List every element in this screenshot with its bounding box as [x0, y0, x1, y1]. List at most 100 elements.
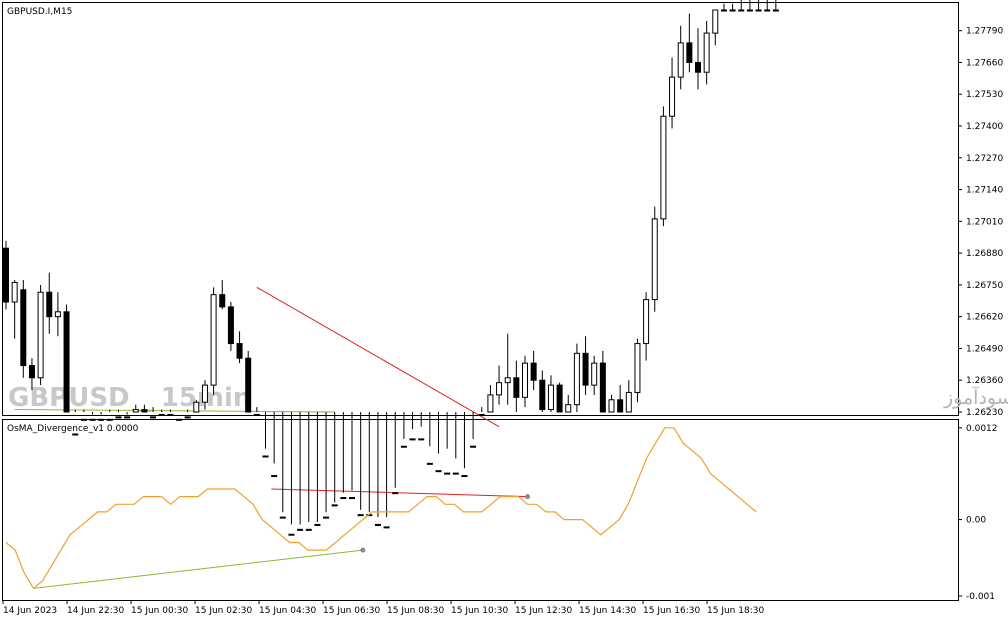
candle [383, 412, 390, 529]
candle [729, 3, 736, 12]
bullish-divergence-point [360, 547, 366, 553]
osma-tick-label: 0.00 [966, 516, 986, 526]
candle [374, 412, 381, 526]
candle [288, 412, 295, 536]
price-tick-label: 1.26880 [966, 249, 1003, 259]
candle [80, 409, 87, 421]
candle [262, 412, 269, 458]
price-tick-label: 1.27530 [966, 90, 1003, 100]
candle [279, 412, 286, 519]
candle [530, 350, 537, 390]
osma-tick-label: -0.001 [966, 592, 995, 602]
candle [487, 385, 494, 413]
bearish-divergence-point [525, 494, 531, 500]
osma-indicator [5, 427, 757, 590]
price-tick-label: 1.27790 [966, 27, 1003, 37]
candle [643, 292, 650, 361]
candle [695, 28, 701, 90]
candle [738, 0, 745, 12]
price-axis: 1.27790 1.27660 1.27530 1.27400 1.27270 1.271… [958, 27, 1003, 418]
candle [37, 284, 44, 386]
candle [141, 404, 148, 413]
candle [253, 407, 260, 416]
candle [54, 292, 61, 337]
candle [106, 409, 113, 421]
bearish-divergence-osma [271, 488, 528, 498]
candle [409, 412, 416, 441]
candle [565, 394, 572, 413]
price-tick-label: 1.26360 [966, 376, 1003, 386]
candle [712, 9, 719, 46]
candle [323, 412, 330, 519]
price-tick-label: 1.27140 [966, 186, 1003, 196]
price-tick-label: 1.26490 [966, 344, 1003, 354]
candle [599, 350, 606, 413]
candle [314, 412, 321, 526]
candle [184, 409, 191, 419]
candle [400, 412, 407, 448]
candle [470, 412, 477, 448]
candle [297, 412, 304, 531]
candle [20, 280, 27, 378]
candle [227, 302, 234, 351]
candle [764, 0, 771, 12]
time-tick-label: 15 Jun 10:30 [451, 606, 508, 616]
candle [115, 409, 122, 419]
price-tick-label: 1.27270 [966, 154, 1003, 164]
candle [236, 331, 243, 364]
candle [703, 20, 710, 85]
time-tick-label: 14 Jun 22:30 [67, 606, 124, 616]
candle [72, 409, 79, 436]
osma-tick-label: 0.0012 [966, 424, 998, 434]
osma-axis: 0.0012 0.00 -0.001 [958, 424, 998, 602]
candle [504, 333, 511, 405]
candle [435, 412, 442, 473]
candle [522, 355, 528, 408]
candle [755, 0, 762, 12]
candle [461, 412, 468, 478]
candle [573, 343, 580, 412]
candle [772, 0, 779, 12]
candle [686, 13, 693, 73]
main-panel-frame [2, 2, 959, 416]
candle [660, 106, 667, 227]
candle [496, 365, 503, 405]
candles [3, 0, 779, 536]
time-tick-label: 15 Jun 12:30 [515, 606, 572, 616]
time-tick-label: 15 Jun 08:30 [387, 606, 444, 616]
candle [418, 412, 425, 441]
candle [124, 412, 131, 419]
candle [444, 412, 451, 475]
candle [677, 25, 684, 90]
candle [547, 375, 554, 412]
candle [634, 338, 641, 403]
candle [478, 407, 485, 416]
candle [176, 418, 182, 421]
watermark-right: انتشار در سایت سودآموز [943, 385, 1008, 409]
indicator-panel-frame [2, 419, 959, 601]
candle [271, 412, 278, 478]
time-tick-label: 15 Jun 16:30 [643, 606, 700, 616]
candle [150, 407, 157, 419]
time-tick-label: 15 Jun 02:30 [195, 606, 252, 616]
candle [513, 360, 520, 412]
candle [426, 412, 433, 465]
candle [556, 382, 563, 413]
time-axis: 14 Jun 2023 14 Jun 22:30 15 Jun 00:30 15 Ju… [2, 600, 764, 616]
symbol-label: GBPUSD.I,M15 [7, 7, 72, 17]
price-tick-label: 1.26750 [966, 281, 1003, 291]
osma-line [5, 427, 757, 590]
time-tick-label: 14 Jun 2023 [3, 606, 57, 616]
candle [746, 0, 753, 12]
candle [193, 399, 200, 413]
candle [28, 358, 35, 390]
price-tick-label: 1.27010 [966, 217, 1003, 227]
candle [201, 380, 208, 410]
candle [46, 272, 53, 334]
watermark-left: GBPUSD _ 15min [8, 383, 251, 413]
candle [89, 412, 96, 421]
candle [539, 370, 546, 412]
time-tick-label: 15 Jun 00:30 [131, 606, 188, 616]
price-tick-label: 1.27660 [966, 58, 1003, 68]
